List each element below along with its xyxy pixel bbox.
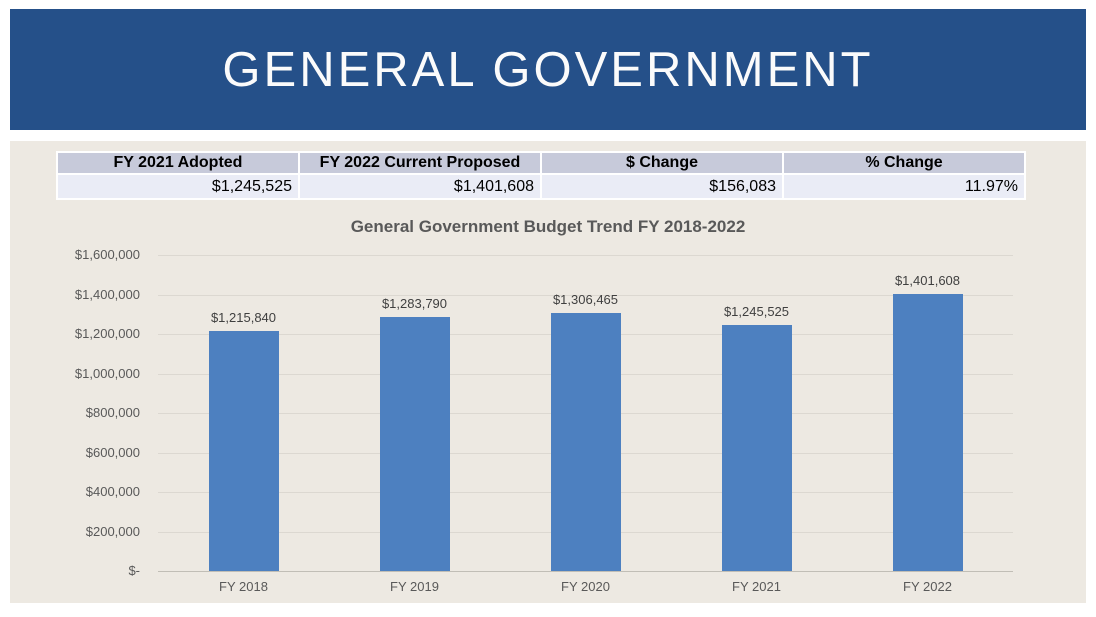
bar-fy-2020 (550, 313, 621, 571)
bar-fy-2022 (892, 294, 963, 571)
budget-summary-table: FY 2021 Adopted FY 2022 Current Proposed $… (56, 151, 1026, 200)
y-tick-label: $1,200,000 (74, 326, 140, 341)
y-tick-label: $1,000,000 (74, 366, 140, 381)
summary-table-value-row: $1,245,525 $1,401,608 $156,083 11.97% (58, 173, 1024, 198)
title-banner: GENERAL GOVERNMENT (10, 9, 1086, 130)
bar-value-label: $1,245,525 (723, 304, 790, 319)
x-tick-label: FY 2019 (390, 579, 439, 594)
summary-value-cell: 11.97% (782, 175, 1024, 198)
x-tick-label: FY 2020 (561, 579, 610, 594)
y-tick-label: $1,600,000 (74, 247, 140, 262)
bar-value-label: $1,283,790 (381, 296, 448, 311)
y-tick-label: $- (128, 563, 140, 578)
content-panel: FY 2021 Adopted FY 2022 Current Proposed $… (10, 141, 1086, 603)
gridline (158, 255, 1013, 256)
summary-value-cell: $1,245,525 (58, 175, 298, 198)
summary-value-cell: $156,083 (540, 175, 782, 198)
bar-value-label: $1,215,840 (210, 310, 277, 325)
y-tick-label: $600,000 (85, 445, 140, 460)
bar-value-label: $1,401,608 (894, 273, 961, 288)
x-axis-line (158, 571, 1013, 572)
chart-title: General Government Budget Trend FY 2018-… (350, 217, 746, 236)
summary-value-cell: $1,401,608 (298, 175, 540, 198)
y-tick-label: $800,000 (85, 405, 140, 420)
y-tick-label: $200,000 (85, 524, 140, 539)
gridline (158, 295, 1013, 296)
summary-table-header-row: FY 2021 Adopted FY 2022 Current Proposed $… (58, 153, 1024, 173)
summary-header-cell: FY 2021 Adopted (58, 153, 298, 173)
x-tick-label: FY 2021 (732, 579, 781, 594)
bar-value-label: $1,306,465 (552, 292, 619, 307)
summary-header-cell: % Change (782, 153, 1024, 173)
budget-trend-chart: General Government Budget Trend FY 2018-… (10, 141, 1086, 603)
page-title: GENERAL GOVERNMENT (222, 42, 874, 97)
summary-header-cell: FY 2022 Current Proposed (298, 153, 540, 173)
summary-header-cell: $ Change (540, 153, 782, 173)
y-tick-label: $400,000 (85, 484, 140, 499)
x-tick-label: FY 2018 (219, 579, 268, 594)
bar-fy-2018 (208, 331, 279, 571)
bar-fy-2019 (379, 317, 450, 571)
bar-fy-2021 (721, 325, 792, 571)
x-tick-label: FY 2022 (903, 579, 952, 594)
y-tick-label: $1,400,000 (74, 287, 140, 302)
